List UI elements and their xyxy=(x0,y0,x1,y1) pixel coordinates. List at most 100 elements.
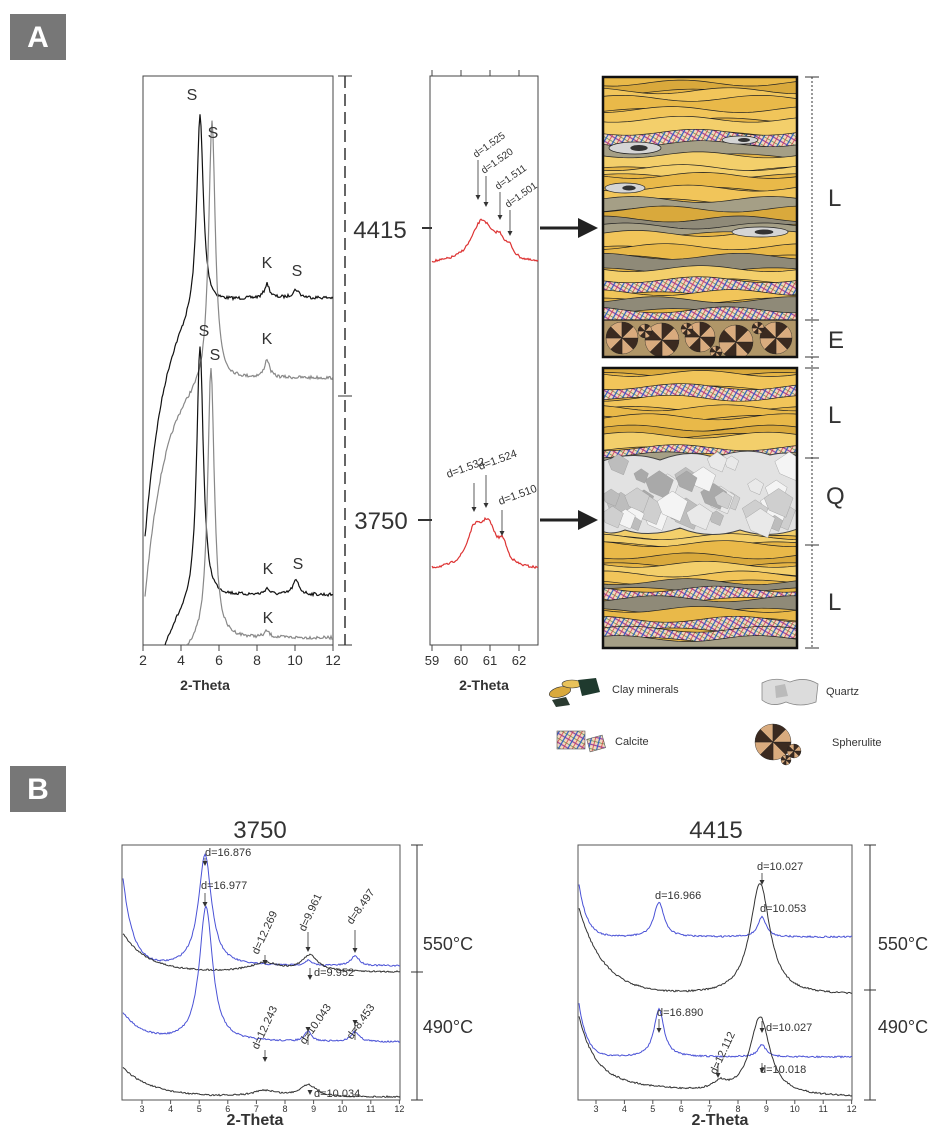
x-axis-label: 2-Theta xyxy=(459,677,509,693)
x-tick-label: 61 xyxy=(483,653,497,668)
quartz-grain xyxy=(706,451,728,473)
x-tick-label: 7 xyxy=(254,1104,259,1114)
pattern-trace xyxy=(431,218,539,263)
depth-label: 4415 xyxy=(353,217,406,244)
peak-annotation: d=1.510 xyxy=(497,483,539,508)
annotation-arrow-head xyxy=(759,1068,765,1073)
x-tick-label: 3 xyxy=(139,1104,144,1114)
x-tick-label: 4 xyxy=(622,1104,627,1114)
spherulite-sector xyxy=(621,326,639,339)
pattern-trace xyxy=(144,120,333,597)
arrow-head xyxy=(578,510,598,530)
annotation-arrow-head xyxy=(202,902,208,907)
peak-label: S xyxy=(199,323,210,340)
peak-annotation: d=16.966 xyxy=(655,890,701,902)
legend-icon xyxy=(775,684,788,698)
annotation-arrow-head xyxy=(471,507,477,512)
x-tick-label: 12 xyxy=(847,1104,857,1114)
peak-label: K xyxy=(262,331,273,348)
peak-label: S xyxy=(208,125,219,142)
peak-label: K xyxy=(263,561,274,578)
arrow-head xyxy=(578,218,598,238)
layer xyxy=(603,635,797,648)
annotation-arrow-head xyxy=(497,215,503,220)
annotation-arrow-head xyxy=(507,231,513,236)
x-tick-label: 62 xyxy=(512,653,526,668)
peak-annotation: d=16.876 xyxy=(205,847,251,859)
quartz-grain xyxy=(763,488,794,518)
annotation-arrow-head xyxy=(656,1028,662,1033)
peak-annotation: d=10.027 xyxy=(757,861,803,873)
peak-annotation: d=10.053 xyxy=(760,903,806,915)
annotation-arrow-head xyxy=(483,202,489,207)
legend-icon xyxy=(586,734,606,753)
legend-icon xyxy=(578,678,600,696)
x-tick-label: 8 xyxy=(282,1104,287,1114)
peak-annotation: d=16.890 xyxy=(657,1007,703,1019)
spherulite-sector xyxy=(772,728,792,743)
peak-label: S xyxy=(293,556,304,573)
zone-label: L xyxy=(828,185,841,212)
x-tick-label: 4 xyxy=(177,652,185,668)
peak-annotation: d=10.034 xyxy=(314,1088,360,1100)
zone-label: L xyxy=(828,589,841,616)
peak-label: K xyxy=(263,610,274,627)
spherulite-sector xyxy=(661,327,680,341)
quartz-grain xyxy=(747,478,764,495)
annotation-arrow-head xyxy=(305,947,311,952)
peak-label: S xyxy=(210,347,221,364)
layer-stack xyxy=(603,77,797,328)
quartz-grain xyxy=(633,468,649,484)
pattern-trace xyxy=(164,346,333,645)
pattern-trace xyxy=(578,884,852,939)
panel-label-box xyxy=(10,14,66,60)
legend-icon xyxy=(552,697,570,707)
legend-icon xyxy=(548,686,572,698)
x-axis-label: 2-Theta xyxy=(692,1112,749,1129)
quartz-grain xyxy=(686,503,713,531)
annotation-arrow-head xyxy=(262,960,268,965)
annotation-arrow-head xyxy=(759,1028,765,1033)
peak-annotation: d=12.243 xyxy=(250,1004,280,1051)
peak-annotation: d=12.269 xyxy=(250,909,280,956)
x-tick-label: 4 xyxy=(168,1104,173,1114)
spherulite-sector xyxy=(757,323,765,329)
spherulite-sector xyxy=(793,745,802,752)
x-tick-label: 3 xyxy=(593,1104,598,1114)
spherulite-sector xyxy=(785,756,792,761)
peak-annotation: d=10.027 xyxy=(766,1022,812,1034)
x-tick-label: 2 xyxy=(139,652,147,668)
legend-label: Clay minerals xyxy=(612,684,679,696)
lens-speckle xyxy=(622,185,636,191)
x-tick-label: 5 xyxy=(197,1104,202,1114)
pattern-trace xyxy=(578,1003,852,1059)
x-tick-label: 10 xyxy=(287,652,303,668)
legend-label: Calcite xyxy=(615,736,649,748)
spherulite-sector xyxy=(715,347,723,353)
spherulite-sector xyxy=(735,341,749,357)
plot-title: 3750 xyxy=(233,817,286,844)
x-tick-label: 11 xyxy=(819,1104,828,1114)
annotation-arrow-head xyxy=(352,948,358,953)
pattern-trace xyxy=(578,883,852,995)
panel-label: B xyxy=(27,773,49,806)
annotation-arrow-head xyxy=(759,880,765,885)
pattern-trace xyxy=(431,516,539,570)
plot-title: 4415 xyxy=(689,817,742,844)
spherulite-zone xyxy=(603,319,797,357)
peak-annotation: d=10.043 xyxy=(298,1002,334,1047)
legend-label: Quartz xyxy=(826,686,859,698)
temperature-label: 550°C xyxy=(878,934,928,954)
lens-speckle xyxy=(630,145,648,151)
spherulite-sector xyxy=(699,326,716,338)
quartz-grain xyxy=(774,451,797,482)
pattern-trace xyxy=(122,1067,400,1099)
spherulite-sector xyxy=(644,325,653,332)
zone-label: Q xyxy=(826,483,845,510)
lens-speckle xyxy=(754,229,774,235)
x-tick-label: 9 xyxy=(764,1104,769,1114)
annotation-arrow-head xyxy=(262,1057,268,1062)
x-tick-label: 11 xyxy=(366,1104,375,1114)
x-tick-label: 10 xyxy=(337,1104,347,1114)
